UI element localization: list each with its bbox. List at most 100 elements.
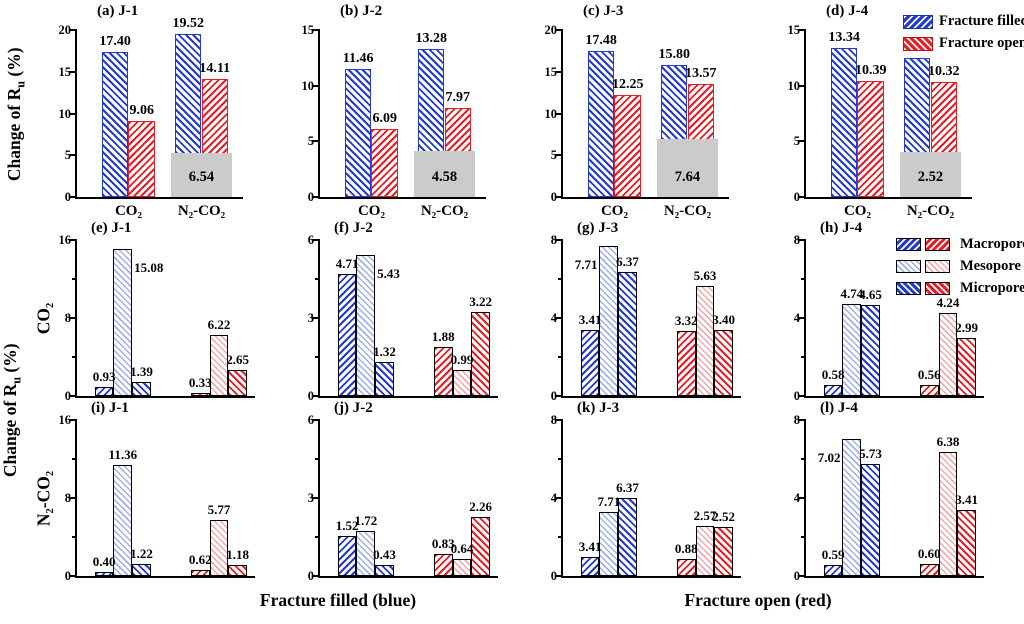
overlap-value-label: 2.52 — [917, 169, 944, 185]
category-label: CO₂ — [843, 203, 871, 219]
y-tick-label: 16 — [58, 233, 72, 247]
y-tick-label: 6 — [307, 233, 314, 247]
y-tick — [69, 497, 77, 499]
y-minor-tick — [315, 278, 320, 280]
legend-item-fracture-open: Fracture open — [903, 35, 1024, 52]
macropore-red-swatch-icon — [925, 238, 950, 251]
bar-micropore-open — [957, 509, 976, 576]
y-minor-tick — [315, 458, 320, 460]
subplot-c: 0 5 10 15 20 17.48 12.25 CO₂ 15.80 13.57 N₂-CO₂ 7.6… — [545, 3, 729, 219]
y-minor-tick — [801, 536, 806, 538]
bar-value-label: 3.22 — [469, 294, 493, 310]
category-label: N₂-CO₂ — [663, 203, 712, 219]
legend-item-mesopore: Mesopore — [896, 258, 1024, 275]
bar-mesopore-open — [695, 286, 715, 396]
legend-item-fracture-filled: Fracture filled — [903, 13, 1024, 30]
gray-overlap-box: 2.52 — [899, 152, 962, 197]
y-tick-label: 6 — [307, 413, 314, 427]
y-tick — [798, 239, 806, 241]
category-label: CO₂ — [114, 203, 142, 219]
bar-value-label: 3.41 — [578, 311, 602, 327]
x-axis-label-fracture-open: Fracture open (red) — [684, 590, 832, 610]
y-tick-label: 0 — [793, 389, 800, 403]
bar-mesopore-filled — [599, 245, 619, 396]
y-tick-label: 10 — [544, 106, 558, 121]
bar-value-label: 2.99 — [955, 319, 979, 335]
bar-micropore-open — [228, 370, 247, 396]
y-tick — [312, 29, 320, 31]
y-tick-label: 8 — [550, 413, 557, 427]
y-tick-label: 8 — [793, 233, 800, 247]
subplot-title: (e) J-1 — [91, 220, 132, 236]
y-tick — [69, 29, 77, 31]
y-minor-tick — [72, 356, 77, 358]
plot-area: 0 5 10 15 11.46 6.09 CO₂ 13.28 7.97 N₂-CO₂ 4.58 — [302, 23, 486, 219]
bar-mesopore-open — [452, 370, 472, 396]
y-tick-label: 10 — [58, 106, 72, 121]
subplot-f: 0 3 6 4.71 5.43 1.32 1.88 0.99 3.22 (f) J-2 — [308, 220, 498, 403]
legend-label: Macropore — [960, 236, 1024, 252]
bar-value-label: 4.71 — [335, 255, 359, 271]
y-tick-label: 0 — [64, 389, 71, 403]
bar-mesopore-filled — [356, 531, 376, 576]
y-tick — [69, 239, 77, 241]
bar-micropore-filled — [618, 271, 637, 396]
y-tick — [798, 196, 806, 198]
y-tick — [798, 317, 806, 319]
micropore-blue-swatch-icon — [896, 282, 921, 295]
bar-mesopore-filled — [599, 511, 619, 576]
y-tick-label: 8 — [793, 413, 800, 427]
x-axis-label-fracture-filled: Fracture filled (blue) — [259, 590, 417, 610]
bar-value-label: 2.26 — [469, 499, 493, 515]
bar-value-label: 7.71 — [574, 256, 598, 272]
plot-area: 0 3 6 1.52 1.72 0.43 0.83 0.64 2.26 — [308, 413, 498, 583]
bar-value-label: 9.06 — [129, 103, 154, 119]
fracture-filled-swatch-icon — [903, 14, 933, 29]
subplot-title: (b) J-2 — [340, 3, 383, 19]
y-tick — [312, 196, 320, 198]
y-tick-label: 4 — [793, 491, 800, 505]
subplot-title: (g) J-3 — [577, 220, 619, 236]
bar-micropore-open — [228, 564, 247, 576]
y-tick — [555, 419, 563, 421]
gray-overlap-box: 7.64 — [656, 139, 719, 197]
y-tick-label: 15 — [787, 23, 801, 37]
y-tick — [312, 84, 320, 87]
bar-value-label: 0.56 — [917, 367, 941, 383]
bar-micropore-open — [714, 329, 733, 396]
subplot-i: 0 8 16 0.40 11.36 1.22 0.62 5.77 1.18 (i) J-1 — [59, 400, 255, 583]
y-tick-label: 5 — [793, 134, 800, 149]
bar-value-label: 3.32 — [674, 313, 698, 329]
gray-overlap-box: 6.54 — [170, 152, 233, 197]
y-tick-label: 0 — [64, 190, 71, 204]
bar-value-label: 7.02 — [817, 450, 841, 466]
y-tick-label: 0 — [307, 389, 314, 403]
subplot-e: 0 8 16 0.93 15.08 1.39 0.33 6.22 2.65 (e) J-1 — [59, 220, 255, 403]
bar-value-label: 0.59 — [821, 546, 845, 562]
y-minor-tick — [801, 458, 806, 460]
y-tick-label: 3 — [307, 491, 314, 505]
bar-fracture-open — [371, 129, 398, 197]
bar-value-label: 0.43 — [373, 546, 396, 562]
bar-value-label: 2.57 — [693, 507, 717, 523]
bar-micropore-filled — [375, 564, 394, 576]
subplot-g: 0 4 8 3.41 7.71 6.37 3.32 5.63 3.40 (g) J-3 — [551, 220, 741, 403]
bar-value-label: 5.77 — [207, 501, 231, 517]
bar-macropore-filled — [337, 273, 357, 396]
y-tick-label: 8 — [64, 491, 71, 505]
bar-mesopore-filled — [113, 465, 133, 576]
subplot-d: 05101513.3410.39CO₂12.4910.32N₂-CO₂2.52(… — [788, 3, 972, 219]
bar-macropore-filled — [823, 564, 843, 576]
y-tick-label: 0 — [793, 569, 800, 583]
bar-value-label: 1.52 — [335, 518, 359, 534]
y-tick — [555, 395, 563, 397]
y-tick-label: 10 — [301, 78, 315, 93]
bar-value-label: 0.93 — [92, 368, 116, 384]
bar-micropore-filled — [861, 305, 880, 396]
bar-mesopore-open — [695, 525, 715, 576]
bar-macropore-open — [676, 558, 696, 576]
bar-value-label: 17.40 — [99, 33, 131, 49]
bar-mesopore-open — [209, 519, 229, 576]
bar-value-label: 6.09 — [372, 111, 397, 127]
bar-value-label: 0.40 — [92, 554, 116, 570]
